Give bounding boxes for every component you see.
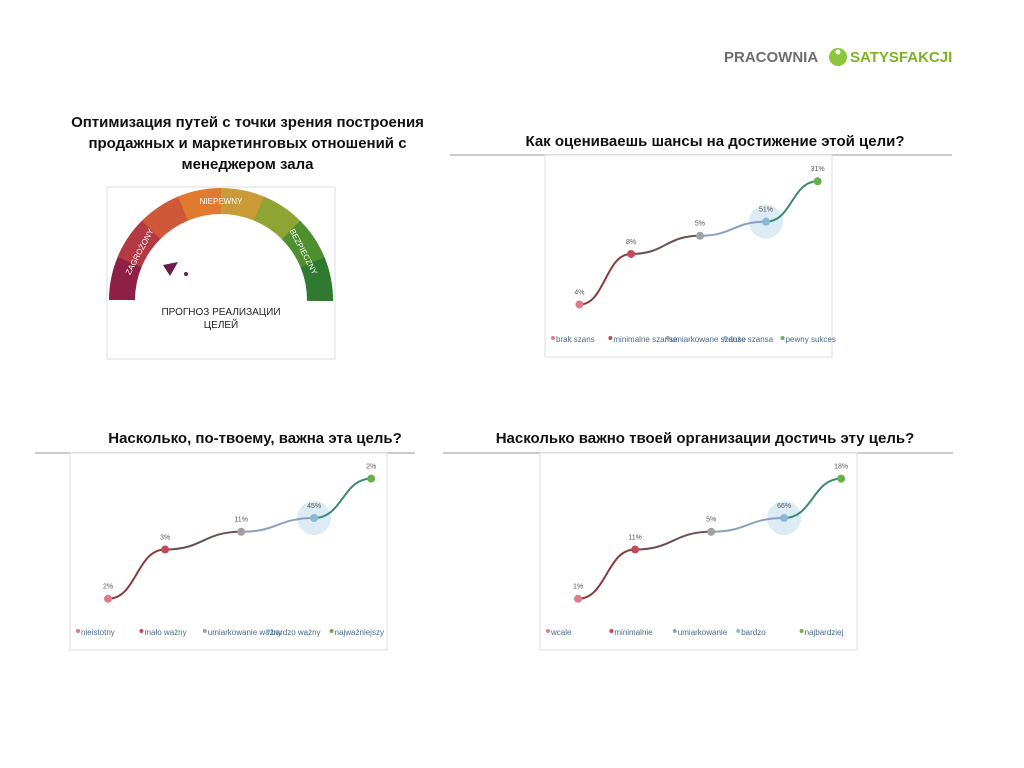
legend-label: najważniejszy <box>335 628 384 637</box>
legend-label: nieistotny <box>81 628 115 637</box>
panel-frame <box>544 154 833 358</box>
gauge-segment <box>253 196 301 240</box>
gauge-segment <box>141 196 189 240</box>
curve <box>631 234 700 255</box>
point <box>761 217 770 226</box>
gauge-title: Оптимизация путей с точки зрения построе… <box>71 114 424 173</box>
legend-dot <box>672 629 677 633</box>
gauge-caption-box <box>140 300 305 340</box>
point <box>631 545 640 554</box>
point-label: 51% <box>759 207 773 214</box>
legend-dot <box>551 336 555 340</box>
point <box>837 474 846 483</box>
point-label: 5% <box>695 221 705 228</box>
legend-dot <box>546 629 550 633</box>
legend-label: bardzo ważny <box>271 628 320 637</box>
legend-dot <box>736 629 741 633</box>
gauge-pointer <box>163 262 178 276</box>
panel-frame <box>539 452 858 651</box>
point <box>161 545 170 554</box>
legend-dot <box>780 336 785 340</box>
logo-icon-head <box>835 49 841 55</box>
legend-dot <box>266 629 271 633</box>
gauge-segment <box>281 220 325 268</box>
point <box>574 594 583 603</box>
point-label: 66% <box>777 503 791 510</box>
legend-label: duże szansa <box>728 335 773 344</box>
point-label: 31% <box>811 166 825 173</box>
legend-dot <box>202 629 207 633</box>
curve <box>314 477 372 520</box>
legend-dot <box>608 336 613 340</box>
legend-label: mało ważny <box>144 628 186 637</box>
gauge-segment <box>300 257 334 302</box>
gauge-label: NIEPEWNY <box>200 197 243 206</box>
gauge-segment <box>178 187 223 221</box>
legend-label: pewny sukces <box>786 335 836 344</box>
panel-title: Насколько, по-твоему, важна эта цель? <box>108 430 402 447</box>
gauge-dot <box>184 272 188 276</box>
legend-dot <box>799 629 804 633</box>
logo-right: SATYSFAKCJI <box>850 49 952 66</box>
point <box>104 594 113 603</box>
point <box>695 231 704 240</box>
curve <box>165 530 242 551</box>
legend-label: minimalnie <box>614 628 653 637</box>
panel-title: Как оцениваешь шансы на достижение этой … <box>525 133 905 150</box>
curve <box>711 517 785 533</box>
point <box>627 249 636 258</box>
legend-dot <box>329 629 334 633</box>
curve <box>765 180 818 223</box>
point-label: 5% <box>706 517 716 524</box>
gauge-segment <box>109 256 142 300</box>
legend-label: najbardziej <box>805 628 844 637</box>
legend-dot <box>609 629 614 633</box>
panel-frame <box>69 452 388 651</box>
curve <box>784 477 842 520</box>
legend-label: wcale <box>550 628 572 637</box>
point-label: 2% <box>103 584 113 591</box>
legend-dot <box>723 336 728 340</box>
point <box>780 514 789 523</box>
point <box>367 474 376 483</box>
legend-dot <box>139 629 144 633</box>
point <box>237 527 246 536</box>
legend-dot <box>665 336 670 340</box>
logo-icon <box>829 48 847 66</box>
point <box>813 177 822 186</box>
point <box>707 527 716 536</box>
curve <box>635 530 712 551</box>
gauge-segment <box>221 188 265 221</box>
curve <box>579 252 632 306</box>
legend-label: umiarkowane szanse <box>671 335 747 344</box>
legend-label: bardzo <box>741 628 766 637</box>
legend-label: umiarkowanie ważny <box>208 628 282 637</box>
point-label: 2% <box>366 463 376 470</box>
point-label: 3% <box>160 534 170 541</box>
legend-dot <box>76 629 80 633</box>
point <box>575 300 584 309</box>
curve <box>699 220 766 237</box>
point-label: 4% <box>574 289 584 296</box>
curve <box>107 548 166 600</box>
curve <box>241 517 315 533</box>
logo-left: PRACOWNIA <box>724 49 818 66</box>
curve <box>577 548 636 600</box>
point-label: 18% <box>834 463 848 470</box>
point-label: 45% <box>307 503 321 510</box>
panel-title: Насколько важно твоей организации достич… <box>495 430 915 447</box>
point <box>310 514 319 523</box>
gauge-caption: ПРОГНОЗ РЕАЛИЗАЦИИ ЦЕЛЕЙ <box>161 307 280 331</box>
point-label: 11% <box>234 517 248 524</box>
legend-label: umiarkowanie <box>678 628 728 637</box>
legend-label: minimalne szanse <box>613 335 678 344</box>
point-label: 11% <box>628 534 642 541</box>
gauge-segment <box>117 220 161 268</box>
point-label: 1% <box>573 584 583 591</box>
point-label: 8% <box>626 239 636 246</box>
legend-label: brak szans <box>556 335 595 344</box>
